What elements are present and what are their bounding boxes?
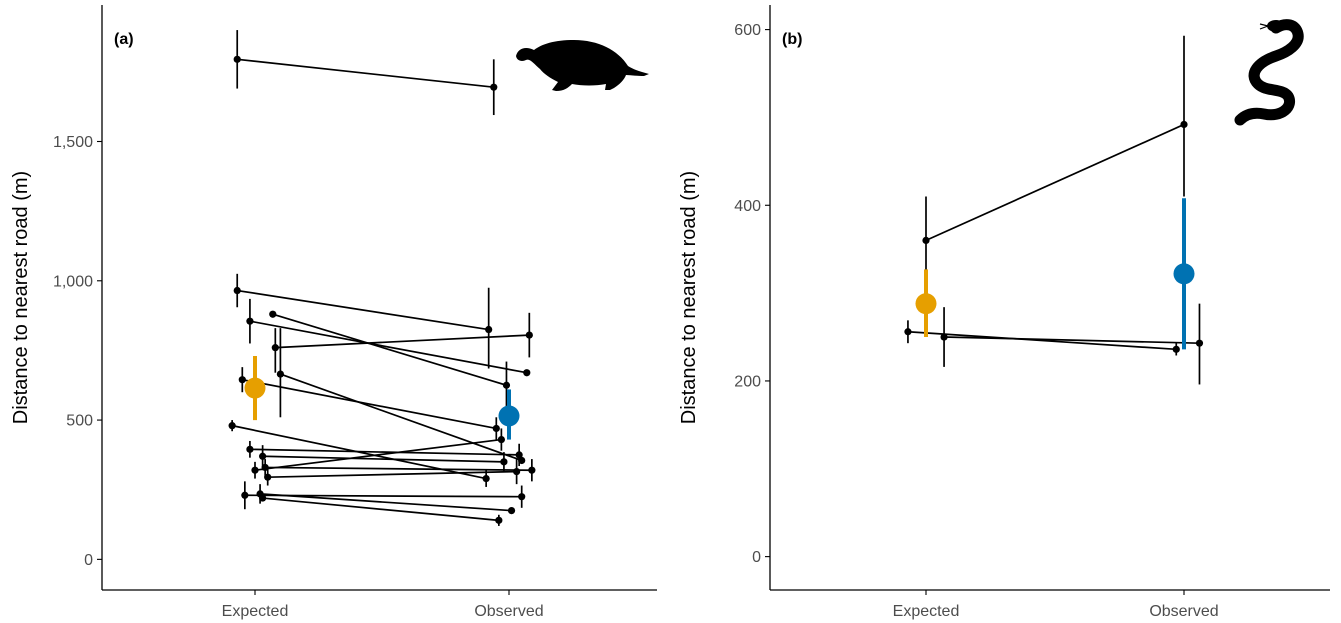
expected-point <box>922 236 930 245</box>
individual-line <box>249 448 520 456</box>
observed-mean-point <box>1173 263 1195 285</box>
panel-a: 0 500 1,000 1,500 Expected Observed Distance t… <box>10 5 657 620</box>
observed-point <box>507 507 516 515</box>
individual-line <box>254 438 502 472</box>
x-tick-label: Expected <box>222 603 289 620</box>
expected-mean-point <box>915 293 937 315</box>
expected-point <box>940 333 948 341</box>
expected-point <box>904 328 912 336</box>
x-tick-label: Expected <box>893 603 960 620</box>
observed-point <box>482 474 490 483</box>
expected-point <box>246 317 254 325</box>
y-tick-label: 0 <box>752 549 761 566</box>
expected-point <box>251 466 259 474</box>
individual-line <box>262 497 499 522</box>
individual-line <box>925 123 1185 242</box>
individual-line <box>237 58 494 89</box>
expected-point <box>264 473 272 481</box>
observed-point <box>525 331 533 339</box>
expected-mean-point <box>244 377 266 399</box>
x-tick-label: Observed <box>1149 603 1218 620</box>
observed-point <box>492 424 500 433</box>
turtle-icon <box>516 40 649 91</box>
individual <box>922 35 1188 285</box>
individual-line <box>249 320 527 374</box>
individual <box>233 30 498 116</box>
turtle-shape <box>516 40 649 91</box>
y-tick-label: 0 <box>84 552 93 569</box>
expected-point <box>276 370 284 378</box>
individual-line <box>262 455 504 463</box>
y-tick-label: 200 <box>734 373 761 390</box>
observed-point <box>1180 120 1188 129</box>
individual-line <box>260 493 512 512</box>
observed-point <box>485 325 493 334</box>
observed-point <box>502 381 511 389</box>
snake-tongue <box>1259 23 1269 30</box>
y-axis-title: Distance to nearest road (m) <box>678 171 700 424</box>
individual-line <box>272 313 507 387</box>
individual <box>271 312 533 373</box>
observed-point <box>515 451 523 459</box>
individual <box>238 367 500 440</box>
expected-point <box>233 55 241 63</box>
observed-point <box>523 369 531 377</box>
individual <box>233 273 493 369</box>
expected-point <box>271 344 279 352</box>
individual <box>269 310 511 412</box>
individual-line <box>944 336 1200 345</box>
individual <box>904 320 1180 356</box>
observed-point <box>497 435 505 444</box>
x-tick-label: Observed <box>474 603 543 620</box>
expected-point <box>233 286 241 295</box>
individual <box>940 303 1204 385</box>
observed-point <box>518 493 526 501</box>
individual <box>246 440 523 467</box>
snake-head <box>1267 20 1285 32</box>
individual <box>251 428 505 479</box>
panel-label: (b) <box>782 31 802 48</box>
individual <box>261 459 536 482</box>
snake-body <box>1234 19 1304 126</box>
observed-mean-point <box>498 405 520 427</box>
y-tick-label: 500 <box>66 413 93 430</box>
individual-line <box>275 334 530 349</box>
observed-point <box>1172 345 1180 353</box>
y-tick-label: 1,500 <box>53 134 93 151</box>
y-tick-label: 1,000 <box>53 273 93 290</box>
individual <box>259 445 508 472</box>
panel-label: (a) <box>114 31 134 48</box>
expected-point <box>238 376 246 384</box>
observed-point <box>528 466 536 474</box>
individual-line <box>907 330 1177 351</box>
y-tick-label: 400 <box>734 198 761 215</box>
expected-point <box>259 452 267 460</box>
observed-point <box>513 468 521 476</box>
expected-point <box>241 491 249 499</box>
individual-line <box>280 373 522 462</box>
expected-point <box>246 445 254 453</box>
y-axis-title: Distance to nearest road (m) <box>10 171 32 424</box>
expected-point <box>269 310 277 318</box>
observed-point <box>1195 339 1204 347</box>
observed-point <box>500 458 508 466</box>
y-tick-label: 600 <box>734 22 761 39</box>
panel-b: 0 200 400 600 Expected Observed Distance to ne… <box>678 5 1330 620</box>
observed-point <box>495 516 503 524</box>
individual <box>259 494 503 526</box>
individual-line <box>242 378 497 430</box>
individual <box>246 298 531 377</box>
individual-line <box>237 289 489 331</box>
individual <box>264 459 521 486</box>
individual-line <box>267 470 517 479</box>
expected-point <box>228 422 236 430</box>
individual-line <box>265 466 532 472</box>
expected-point <box>259 494 267 502</box>
observed-point <box>490 83 498 91</box>
snake-icon <box>1234 19 1304 126</box>
